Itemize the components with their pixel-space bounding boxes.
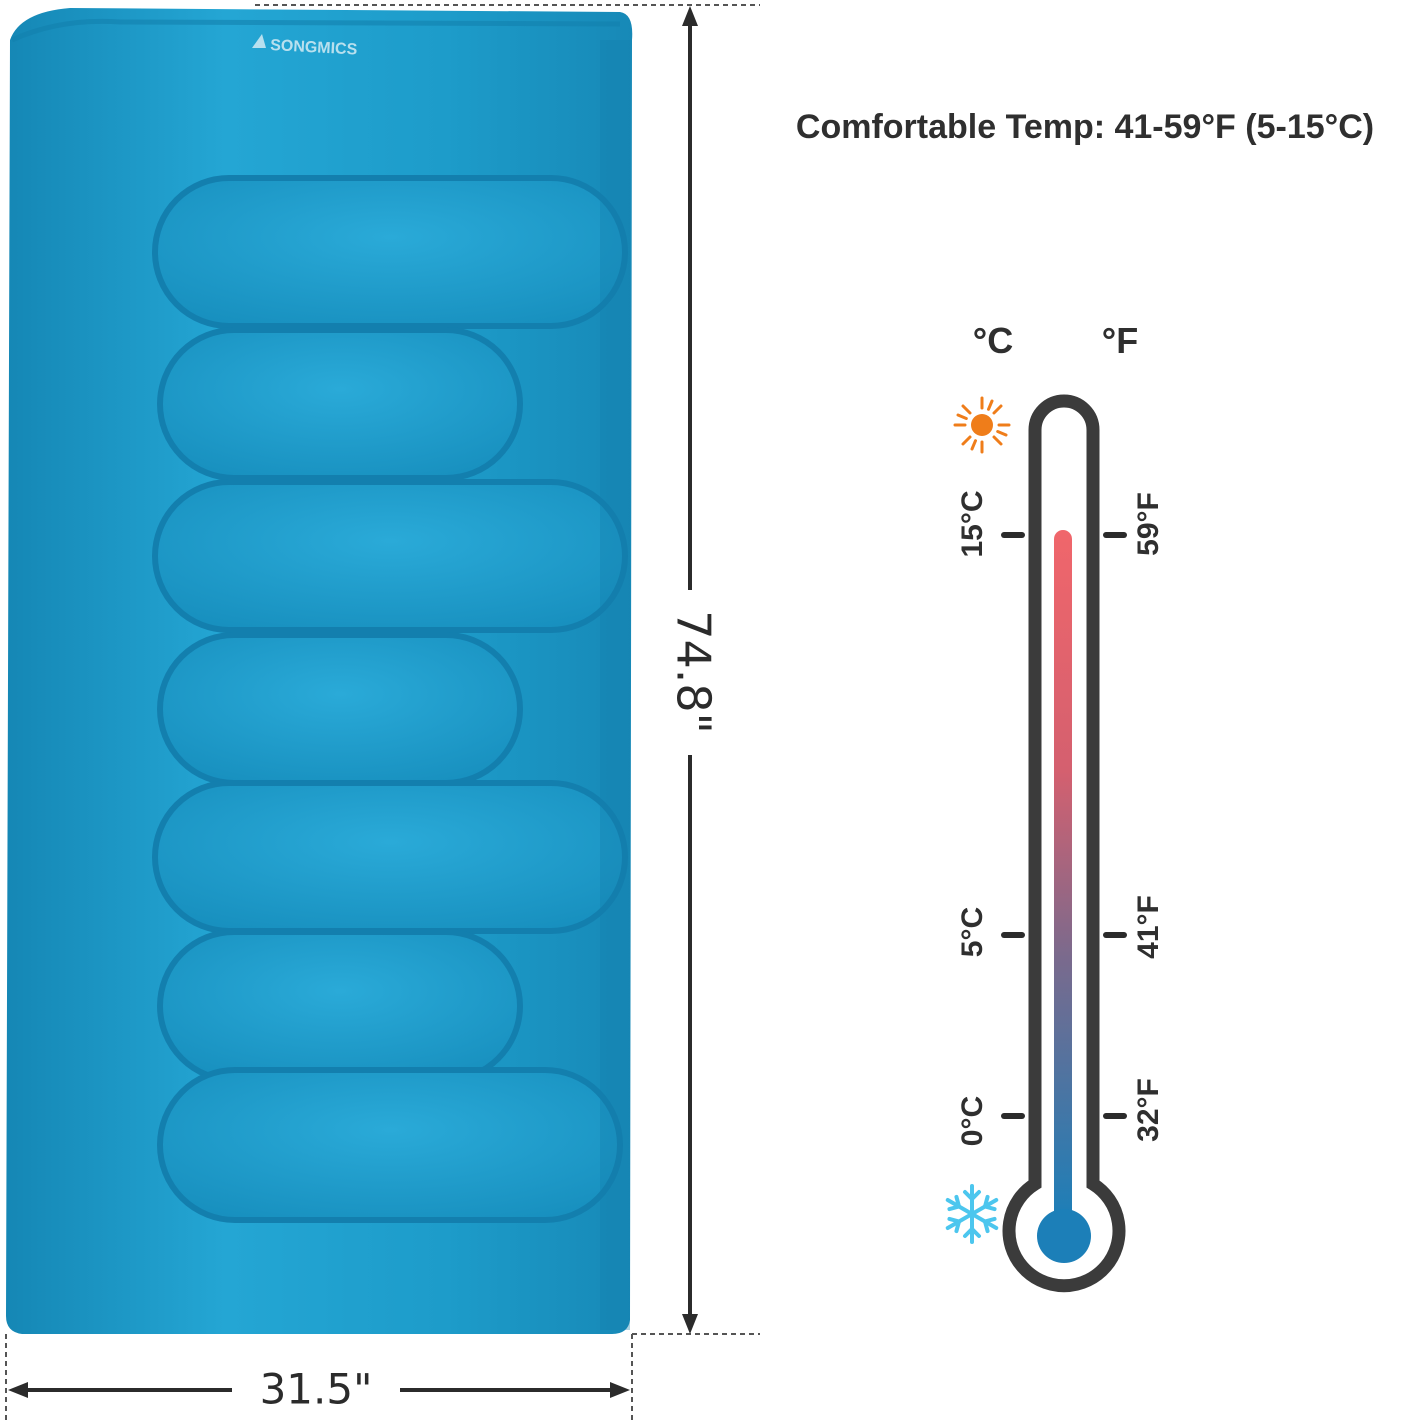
tick-label-59f: 59°F — [1132, 492, 1165, 556]
tick-label-5c: 5°C — [956, 907, 989, 957]
length-dimension: 74.8" — [255, 4, 760, 1335]
snowflake-icon — [945, 1184, 999, 1244]
quilt-channel — [152, 780, 628, 934]
comfort-temp-headline: Comfortable Temp: 41-59°F (5-15°C) — [796, 108, 1374, 146]
quilt-channel — [157, 929, 523, 1083]
arrow-left-icon — [8, 1382, 28, 1398]
quilt-channel — [152, 479, 628, 633]
arrow-down-icon — [682, 1314, 698, 1334]
quilt-channel — [157, 327, 523, 481]
tick-label-41f: 41°F — [1132, 895, 1165, 959]
arrow-right-icon — [610, 1382, 630, 1398]
sun-icon — [953, 396, 1011, 454]
brand-logo: SONGMICS — [252, 34, 358, 59]
logo-mark-icon — [252, 34, 266, 48]
brand-text: SONGMICS — [270, 37, 358, 59]
zipper-edge — [600, 40, 630, 1330]
celsius-unit-label: °C — [973, 320, 1013, 361]
thermometer-bulb — [1037, 1209, 1091, 1263]
tick-label-0c: 0°C — [956, 1096, 989, 1146]
width-label: 31.5" — [260, 1365, 373, 1414]
arrow-up-icon — [682, 6, 698, 26]
quilt-channel — [152, 175, 628, 329]
tick-label-32f: 32°F — [1132, 1078, 1165, 1142]
fahrenheit-unit-label: °F — [1102, 320, 1138, 361]
length-label: 74.8" — [667, 610, 721, 734]
tick-marks — [1001, 532, 1127, 1119]
quilt-channel — [157, 632, 523, 786]
quilt-channel — [157, 1067, 623, 1223]
width-dimension: 31.5" — [5, 1334, 633, 1420]
sleeping-bag: SONGMICS — [6, 8, 633, 1334]
quilting-channels — [152, 175, 628, 1223]
thermometer: °C °F 15°C 59°F 5°C 41°F 0°C 32°F — [945, 320, 1165, 1293]
tick-label-15c: 15°C — [956, 490, 989, 557]
sleeping-bag-top-hem — [10, 18, 621, 43]
thermometer-fill — [1054, 530, 1072, 1220]
